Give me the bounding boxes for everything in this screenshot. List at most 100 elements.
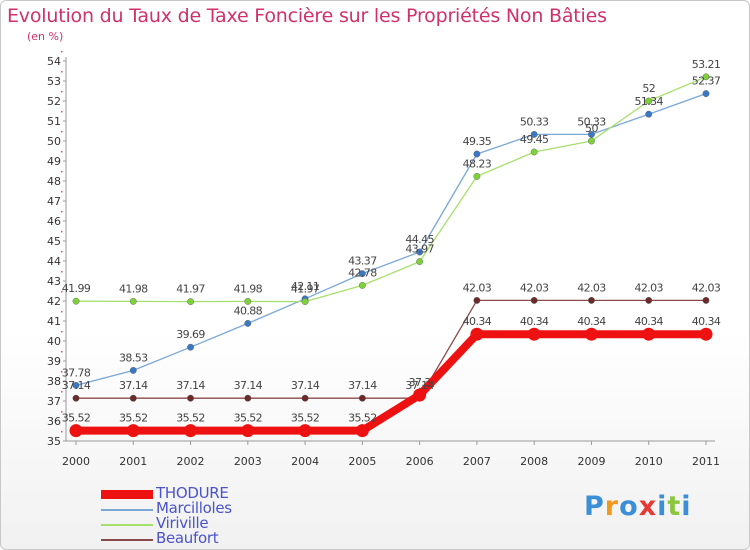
data-point-viriville <box>588 137 595 145</box>
data-point-marcilloles <box>473 150 481 158</box>
data-point-thodure <box>470 327 484 341</box>
data-label-viriville: 42.78 <box>348 266 377 279</box>
data-point-viriville <box>129 297 137 305</box>
logo-letter: i <box>681 491 692 522</box>
data-point-beaufort <box>244 394 252 402</box>
y-tick-label: 36 <box>47 415 61 428</box>
data-point-thodure <box>642 327 656 341</box>
y-minor-dot <box>61 311 63 313</box>
y-minor-dot <box>61 171 63 173</box>
data-point-marcilloles <box>416 248 424 256</box>
data-label-beaufort: 37.14 <box>234 379 263 392</box>
data-label-beaufort: 42.03 <box>577 281 606 294</box>
data-label-thodure: 37.3 <box>409 376 432 389</box>
y-tick-label: 42 <box>47 295 61 308</box>
data-point-viriville <box>416 258 424 265</box>
data-point-marcilloles <box>72 381 80 389</box>
y-minor-dot <box>61 291 63 293</box>
data-point-beaufort <box>72 394 80 402</box>
x-tick-label: 2004 <box>291 455 319 468</box>
legend-swatch <box>101 509 153 511</box>
data-point-marcilloles <box>530 130 538 138</box>
data-label-thodure: 40.34 <box>692 315 721 328</box>
y-tick-label: 45 <box>47 235 61 248</box>
legend-label: Marcilloles <box>156 499 232 517</box>
data-label-viriville: 43.97 <box>405 243 434 256</box>
data-label-marcilloles: 40.88 <box>234 304 263 317</box>
y-minor-dot <box>61 111 63 113</box>
data-point-beaufort <box>530 296 538 304</box>
y-tick-label: 38 <box>47 375 61 388</box>
logo-letter: o <box>619 491 639 522</box>
y-minor-dot <box>61 51 63 53</box>
data-label-beaufort: 37.14 <box>405 379 434 392</box>
chart-title: Evolution du Taux de Taxe Foncière sur l… <box>7 5 607 27</box>
data-point-marcilloles <box>645 110 653 118</box>
series-line-beaufort <box>76 299 706 399</box>
logo-letter: i <box>657 491 668 522</box>
y-unit-label: (en %) <box>27 30 64 43</box>
legend-swatch <box>101 539 153 541</box>
y-tick-label: 44 <box>47 255 61 268</box>
data-label-thodure: 35.52 <box>234 412 263 425</box>
x-tick-label: 2009 <box>577 455 605 468</box>
data-point-marcilloles <box>129 366 137 374</box>
y-tick-label: 43 <box>47 275 61 288</box>
data-label-marcilloles: 49.35 <box>463 135 492 148</box>
y-tick-label: 35 <box>47 435 61 448</box>
x-tick-label: 2006 <box>406 455 434 468</box>
proxiti-logo: Proxiti <box>584 491 692 522</box>
data-point-viriville <box>301 298 309 305</box>
data-label-marcilloles: 42.11 <box>291 280 320 293</box>
data-point-viriville <box>244 297 252 305</box>
data-label-thodure: 40.34 <box>577 315 606 328</box>
data-label-viriville: 50 <box>585 122 598 135</box>
data-label-viriville: 41.98 <box>234 282 263 295</box>
y-tick-label: 47 <box>47 195 61 208</box>
data-point-viriville <box>530 148 538 156</box>
data-label-marcilloles: 51.34 <box>634 95 663 108</box>
data-point-beaufort <box>129 394 137 402</box>
y-minor-dot <box>61 351 63 353</box>
legend-swatch <box>101 490 153 499</box>
legend-label: Viriville <box>156 514 209 532</box>
legend-label: THODURE <box>156 484 229 502</box>
data-point-beaufort <box>473 296 481 304</box>
data-point-marcilloles <box>702 90 710 98</box>
x-tick-label: 2001 <box>119 455 147 468</box>
y-minor-dot <box>61 431 63 433</box>
data-point-thodure <box>699 327 713 341</box>
logo-letter: x <box>638 491 658 522</box>
data-label-viriville: 49.45 <box>520 133 549 146</box>
data-label-thodure: 35.52 <box>348 412 377 425</box>
y-tick-label: 53 <box>47 75 61 88</box>
x-tick-label: 2008 <box>520 455 548 468</box>
data-point-viriville <box>187 298 194 305</box>
data-label-thodure: 35.52 <box>119 412 148 425</box>
data-point-thodure <box>584 327 598 341</box>
x-tick-label: 2005 <box>348 455 376 468</box>
y-minor-dot <box>61 391 63 393</box>
data-label-marcilloles: 38.53 <box>119 351 148 364</box>
data-point-viriville <box>645 97 653 105</box>
logo-letter: r <box>604 491 620 522</box>
y-minor-dot <box>61 271 63 273</box>
data-label-thodure: 40.34 <box>634 315 663 328</box>
y-minor-dot <box>61 131 63 133</box>
legend-swatch <box>101 524 153 526</box>
data-point-thodure <box>126 424 140 438</box>
data-point-beaufort <box>301 394 309 402</box>
y-tick-label: 40 <box>47 335 61 348</box>
series-line-viriville <box>75 76 707 303</box>
data-point-beaufort <box>358 394 366 402</box>
data-label-thodure: 40.34 <box>520 315 549 328</box>
data-label-thodure: 35.52 <box>291 412 320 425</box>
y-tick-label: 41 <box>47 315 61 328</box>
data-label-beaufort: 42.03 <box>634 281 663 294</box>
data-label-marcilloles: 44.45 <box>405 233 434 246</box>
x-tick-label: 2003 <box>234 455 262 468</box>
data-point-viriville <box>72 297 80 305</box>
y-tick-label: 49 <box>47 155 61 168</box>
y-minor-dot <box>61 331 63 333</box>
y-minor-dot <box>61 71 63 73</box>
